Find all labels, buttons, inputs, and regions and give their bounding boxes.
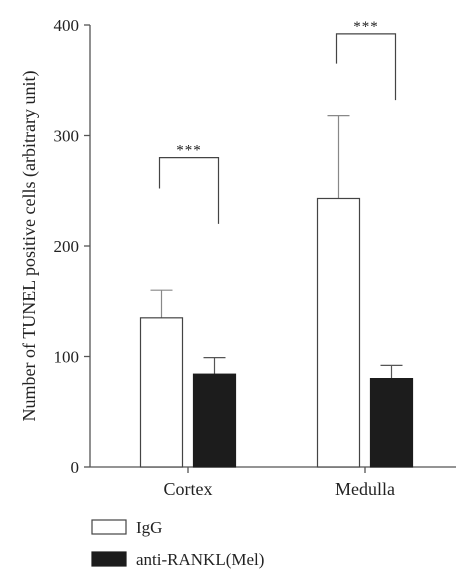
y-tick-label: 400	[54, 16, 80, 35]
significance-markers: *** ***	[158, 19, 397, 224]
significance-bracket	[158, 157, 220, 224]
y-tick-label: 100	[54, 348, 80, 367]
legend-label: anti-RANKL(Mel)	[136, 550, 264, 569]
significance-bracket	[335, 33, 397, 101]
legend: IgG anti-RANKL(Mel)	[91, 518, 264, 569]
y-tick-label: 200	[54, 237, 80, 256]
y-tick-label: 0	[71, 458, 80, 477]
axes: 0 100 200 300 400 Cortex Medulla	[54, 16, 456, 499]
legend-swatch	[91, 551, 127, 567]
bars	[139, 115, 414, 468]
legend-swatch	[91, 519, 127, 535]
legend-label: IgG	[136, 518, 162, 537]
y-tick-label: 300	[54, 127, 80, 146]
significance-label: ***	[176, 143, 202, 159]
significance-label: ***	[353, 19, 379, 35]
bar-igg-cortex	[139, 317, 184, 468]
bar-igg-medulla	[316, 197, 361, 468]
bar-anti-rankl-mel-medulla	[369, 378, 414, 468]
x-tick-label: Medulla	[335, 479, 395, 499]
x-tick-label: Cortex	[164, 479, 213, 499]
bar-anti-rankl-mel-cortex	[192, 373, 237, 468]
y-axis-title: Number of TUNEL positive cells (arbitrar…	[19, 71, 40, 422]
